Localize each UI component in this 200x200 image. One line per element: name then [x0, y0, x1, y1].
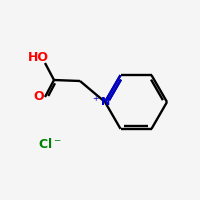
- Text: $^+$N: $^+$N: [91, 93, 112, 109]
- Text: Cl$^-$: Cl$^-$: [38, 137, 62, 151]
- Text: HO: HO: [28, 51, 48, 64]
- Text: O: O: [33, 90, 44, 104]
